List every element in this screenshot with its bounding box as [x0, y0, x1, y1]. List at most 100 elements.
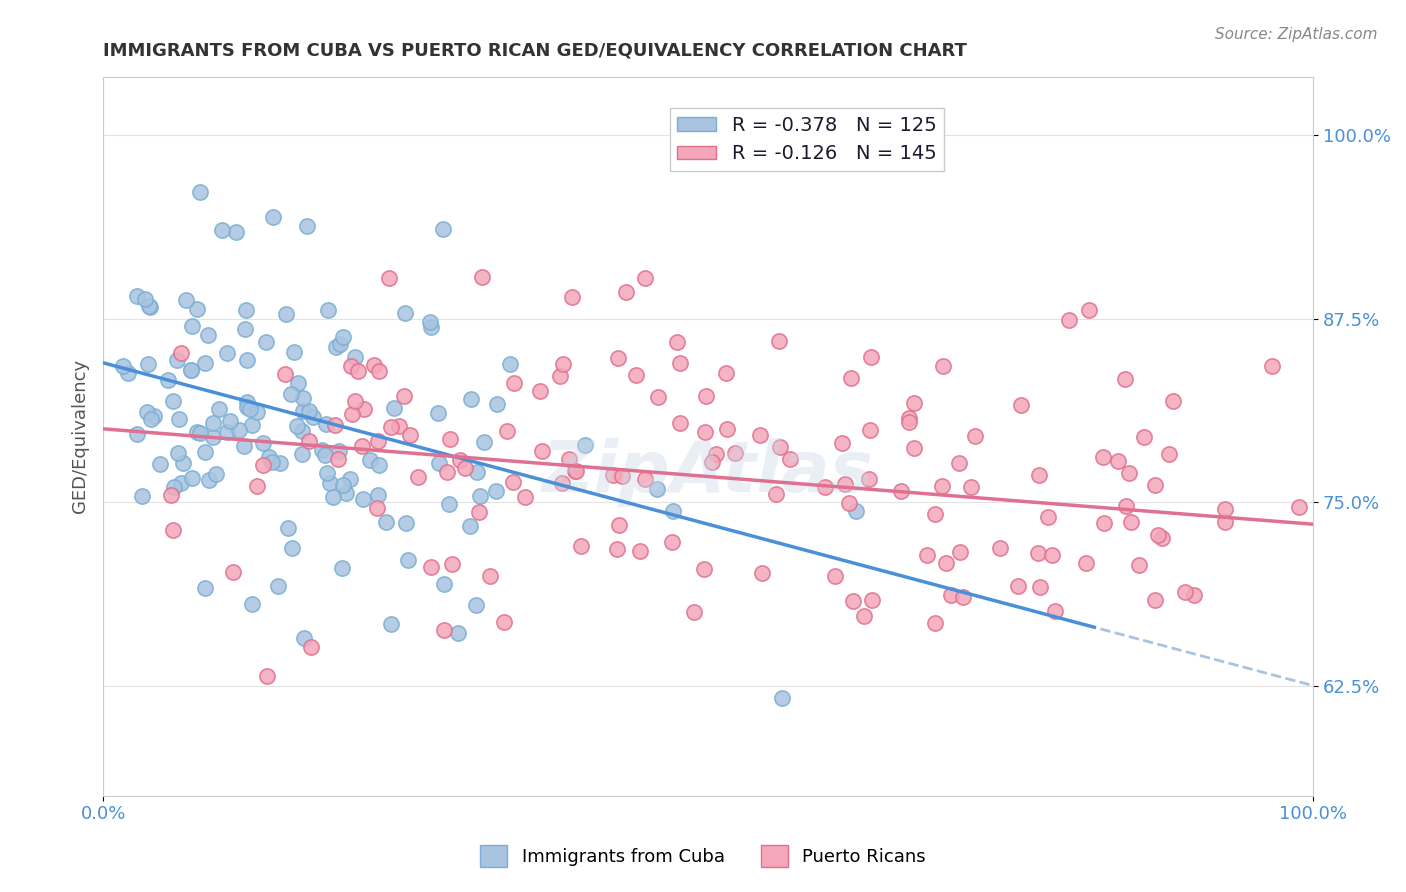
Point	[1077, 302, 1099, 317]
Point	[661, 535, 683, 549]
Point	[323, 417, 346, 432]
Point	[748, 428, 770, 442]
Point	[367, 434, 389, 448]
Point	[499, 357, 522, 371]
Point	[1121, 515, 1143, 529]
Point	[117, 367, 139, 381]
Point	[246, 405, 269, 419]
Point	[332, 478, 354, 492]
Point	[468, 489, 491, 503]
Point	[439, 432, 461, 446]
Point	[502, 475, 524, 489]
Point	[935, 556, 957, 570]
Point	[440, 557, 463, 571]
Point	[276, 307, 298, 321]
Point	[1010, 398, 1032, 412]
Point	[628, 544, 651, 558]
Point	[257, 450, 280, 465]
Point	[172, 456, 194, 470]
Point	[765, 487, 787, 501]
Point	[824, 568, 846, 582]
Point	[1161, 393, 1184, 408]
Point	[208, 402, 231, 417]
Point	[181, 471, 204, 485]
Point	[194, 356, 217, 370]
Point	[860, 593, 883, 607]
Point	[302, 409, 325, 424]
Point	[558, 452, 581, 467]
Point	[1118, 466, 1140, 480]
Point	[1150, 532, 1173, 546]
Point	[298, 434, 321, 448]
Point	[377, 271, 399, 285]
Point	[256, 334, 278, 349]
Point	[217, 346, 239, 360]
Point	[1144, 478, 1167, 492]
Point	[399, 428, 422, 442]
Point	[779, 451, 801, 466]
Point	[263, 210, 285, 224]
Point	[841, 594, 863, 608]
Point	[188, 425, 211, 440]
Point	[569, 539, 592, 553]
Point	[170, 346, 193, 360]
Y-axis label: GED/Equivalency: GED/Equivalency	[72, 359, 89, 513]
Point	[612, 469, 634, 483]
Point	[319, 475, 342, 490]
Point	[343, 393, 366, 408]
Point	[1092, 450, 1115, 464]
Point	[494, 615, 516, 629]
Point	[662, 504, 685, 518]
Point	[340, 359, 363, 373]
Point	[1076, 556, 1098, 570]
Point	[394, 306, 416, 320]
Point	[465, 598, 488, 612]
Point	[125, 289, 148, 303]
Point	[111, 359, 134, 373]
Point	[433, 623, 456, 637]
Point	[125, 427, 148, 442]
Point	[252, 458, 274, 473]
Point	[1045, 604, 1067, 618]
Point	[201, 430, 224, 444]
Point	[139, 411, 162, 425]
Point	[446, 625, 468, 640]
Point	[280, 386, 302, 401]
Point	[219, 414, 242, 428]
Point	[283, 345, 305, 359]
Point	[299, 640, 322, 654]
Point	[1059, 313, 1081, 327]
Point	[295, 219, 318, 233]
Point	[458, 519, 481, 533]
Point	[471, 269, 494, 284]
Point	[898, 415, 921, 429]
Point	[138, 299, 160, 313]
Point	[325, 340, 347, 354]
Point	[174, 293, 197, 307]
Point	[131, 489, 153, 503]
Point	[433, 576, 456, 591]
Point	[669, 416, 692, 430]
Point	[202, 416, 225, 430]
Point	[960, 480, 983, 494]
Point	[396, 553, 419, 567]
Point	[1029, 580, 1052, 594]
Point	[235, 303, 257, 318]
Point	[529, 384, 551, 398]
Point	[467, 505, 489, 519]
Point	[236, 352, 259, 367]
Point	[162, 393, 184, 408]
Point	[330, 561, 353, 575]
Point	[332, 330, 354, 344]
Point	[256, 668, 278, 682]
Point	[1144, 593, 1167, 607]
Point	[221, 565, 243, 579]
Point	[565, 464, 588, 478]
Point	[454, 461, 477, 475]
Point	[363, 359, 385, 373]
Point	[149, 457, 172, 471]
Point	[496, 424, 519, 438]
Point	[988, 541, 1011, 555]
Point	[1115, 499, 1137, 513]
Point	[136, 404, 159, 418]
